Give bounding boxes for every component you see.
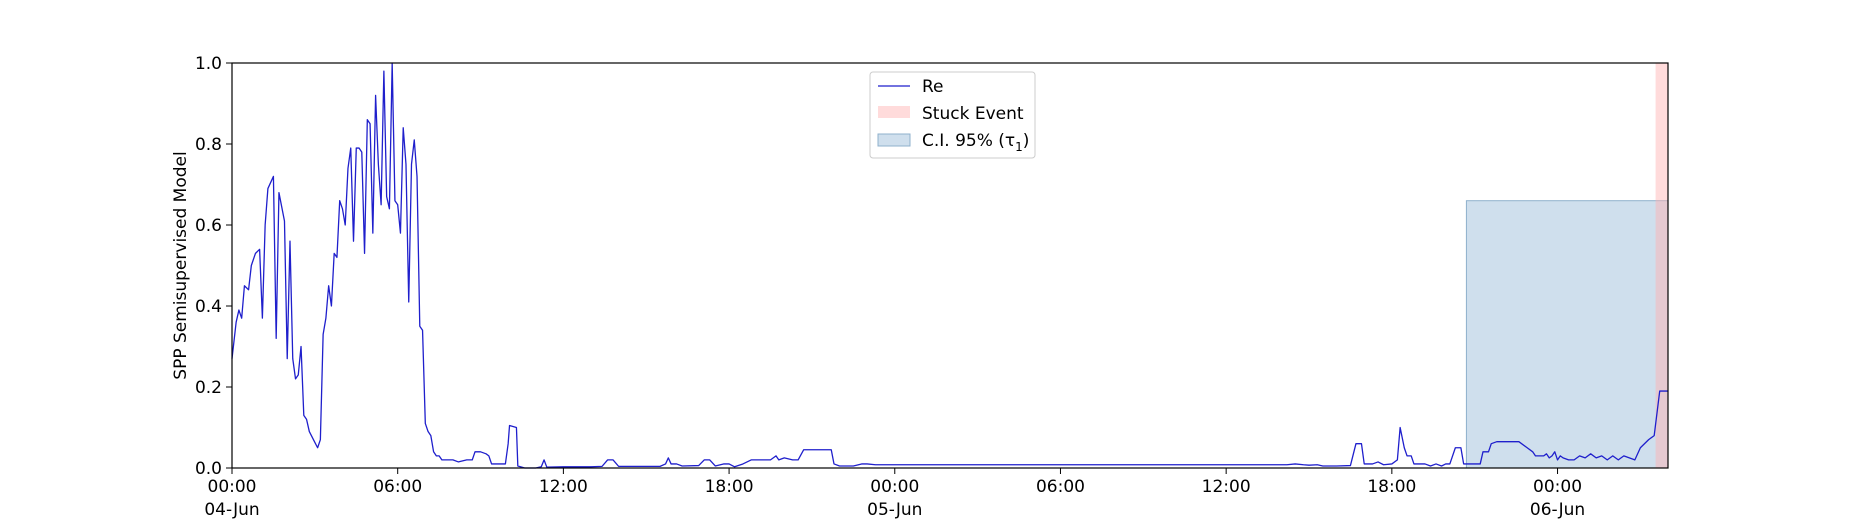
series-layer: [231, 62, 1668, 469]
x-tick-label: 00:00: [1533, 477, 1582, 497]
plot-frame: [231, 62, 1669, 469]
x-tick-label: 06:00: [373, 477, 422, 497]
legend-label-ci: C.I. 95% (τ1): [922, 131, 1029, 154]
legend-label-stuck-event: Stuck Event: [922, 104, 1024, 124]
legend-label-ci-end: ): [1023, 131, 1030, 151]
x-tick-label: 12:00: [1202, 477, 1251, 497]
x-tick-label: 00:00: [208, 477, 257, 497]
series-line-re: [231, 62, 1668, 469]
y-tick-label: 1.0: [195, 54, 222, 74]
x-tick-label: 06:00: [1036, 477, 1085, 497]
legend-label-ci-main: C.I. 95% (τ: [922, 131, 1015, 151]
x-tick-date: 05-Jun: [867, 500, 922, 520]
legend-swatch-stuck-event: [878, 106, 910, 118]
shaded-regions: [1465, 63, 1669, 469]
y-tick-label: 0.2: [195, 378, 222, 398]
x-tick-label: 18:00: [705, 477, 754, 497]
legend-label-ci-subscript: 1: [1015, 140, 1023, 154]
y-tick-label: 0.8: [195, 135, 222, 155]
y-axis-title: SPP Semisupervised Model: [171, 151, 191, 379]
legend-label-re: Re: [922, 77, 944, 97]
x-tick-year: 1900: [210, 523, 253, 525]
region-ci: [1465, 200, 1669, 469]
x-tick-date: 04-Jun: [204, 500, 259, 520]
legend: Re Stuck Event C.I. 95% (τ1): [869, 71, 1036, 159]
x-tick-label: 00:00: [870, 477, 919, 497]
legend-box: [869, 71, 1036, 159]
x-tick-label: 12:00: [539, 477, 588, 497]
x-tick-label: 18:00: [1367, 477, 1416, 497]
x-tick-date: 06-Jun: [1530, 500, 1585, 520]
y-axis: 0.0 0.2 0.4 0.6 0.8 1.0: [195, 54, 232, 479]
y-tick-label: 0.4: [195, 297, 222, 317]
region-stuck: [1655, 63, 1668, 468]
legend-swatch-ci: [877, 133, 911, 147]
x-axis: 00:00 04-Jun 1900 06:00 12:00 18:00 00:00 05-Ju…: [204, 468, 1585, 525]
y-tick-label: 0.6: [195, 216, 222, 236]
y-tick-label: 0.0: [195, 459, 222, 479]
